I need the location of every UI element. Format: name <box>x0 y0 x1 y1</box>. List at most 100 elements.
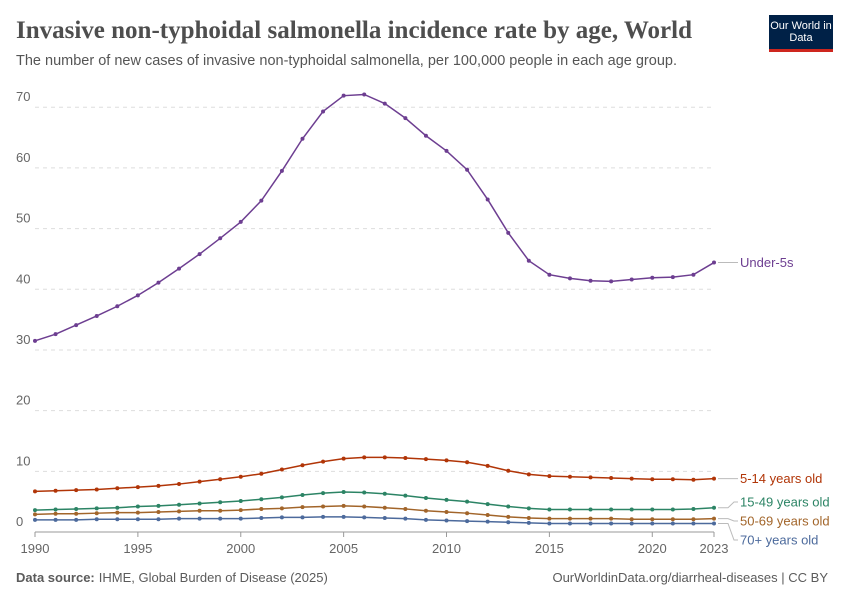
data-point <box>341 456 346 461</box>
data-point <box>382 101 387 106</box>
data-point <box>465 499 470 504</box>
data-point <box>691 477 696 482</box>
data-point <box>177 509 182 514</box>
label-leader <box>718 501 738 509</box>
data-point <box>609 507 614 512</box>
data-point <box>115 517 120 522</box>
series-line <box>34 93 715 342</box>
data-point <box>321 109 326 114</box>
data-point <box>279 506 284 511</box>
data-point <box>74 488 79 493</box>
y-tick-label: 30 <box>16 332 30 347</box>
data-point <box>609 279 614 284</box>
source: Data source: IHME, Global Burden of Disea… <box>16 570 328 585</box>
data-point <box>526 520 531 525</box>
data-point <box>650 477 655 482</box>
series-label: 70+ years old <box>740 533 818 548</box>
data-point <box>259 516 264 521</box>
label-leader <box>718 518 738 522</box>
data-point <box>74 323 79 328</box>
data-point <box>197 516 202 521</box>
data-point <box>300 136 305 141</box>
data-point <box>115 486 120 491</box>
data-point <box>691 517 696 522</box>
data-point <box>485 197 490 202</box>
data-point <box>650 507 655 512</box>
x-tick-label: 1995 <box>123 541 152 556</box>
data-point <box>465 511 470 516</box>
data-point <box>382 505 387 510</box>
data-point <box>382 516 387 521</box>
data-point <box>444 518 449 523</box>
data-point <box>670 521 675 526</box>
data-point <box>547 272 552 277</box>
data-point <box>238 219 243 224</box>
data-point <box>53 517 58 522</box>
series-line <box>34 505 715 521</box>
data-point <box>156 517 161 522</box>
data-point <box>423 496 428 501</box>
data-point <box>362 490 367 495</box>
data-point <box>135 504 140 509</box>
data-point <box>526 472 531 477</box>
data-point <box>74 506 79 511</box>
data-point <box>197 508 202 513</box>
data-point <box>300 505 305 510</box>
data-point <box>115 505 120 510</box>
data-point <box>156 503 161 508</box>
series-line <box>35 516 714 525</box>
data-point <box>218 516 223 521</box>
footer-url: OurWorldinData.org/diarrheal-diseases | … <box>552 570 828 585</box>
x-tick-label: 1990 <box>21 541 50 556</box>
data-point <box>382 455 387 460</box>
series-label: 5-14 years old <box>740 471 822 486</box>
data-point <box>588 278 593 283</box>
series-label: 15-49 years old <box>740 495 830 510</box>
data-point <box>485 513 490 518</box>
data-point <box>259 471 264 476</box>
data-point <box>506 230 511 235</box>
x-tick-label: 2023 <box>700 541 729 556</box>
data-point <box>135 485 140 490</box>
data-point <box>650 275 655 280</box>
data-point <box>650 517 655 522</box>
data-point <box>691 272 696 277</box>
data-point <box>588 521 593 526</box>
data-point <box>629 476 634 481</box>
data-point <box>691 521 696 526</box>
data-point <box>567 276 572 281</box>
logo-wrap: Our World in Data <box>770 20 832 44</box>
data-point <box>547 521 552 526</box>
data-point <box>670 477 675 482</box>
data-point <box>362 515 367 520</box>
data-point <box>341 489 346 494</box>
data-point <box>670 507 675 512</box>
data-point <box>526 258 531 263</box>
data-point <box>712 505 716 510</box>
data-point <box>197 479 202 484</box>
data-point <box>177 266 182 271</box>
y-tick-label: 20 <box>16 393 30 408</box>
logo-bar <box>769 49 833 52</box>
data-point <box>177 516 182 521</box>
data-point <box>135 517 140 522</box>
data-point <box>259 198 264 203</box>
logo: Our World in Data <box>770 20 832 44</box>
data-point <box>218 500 223 505</box>
data-point <box>135 293 140 298</box>
data-point <box>218 236 223 241</box>
data-point <box>465 167 470 172</box>
data-point <box>94 313 99 318</box>
data-point <box>691 506 696 511</box>
data-point <box>300 463 305 468</box>
data-point <box>53 507 58 512</box>
data-point <box>218 508 223 513</box>
x-tick-label: 2020 <box>638 541 667 556</box>
data-point <box>567 516 572 521</box>
data-point <box>567 474 572 479</box>
data-point <box>115 304 120 309</box>
data-point <box>629 517 634 522</box>
data-point <box>300 515 305 520</box>
data-point <box>279 495 284 500</box>
data-point <box>485 519 490 524</box>
